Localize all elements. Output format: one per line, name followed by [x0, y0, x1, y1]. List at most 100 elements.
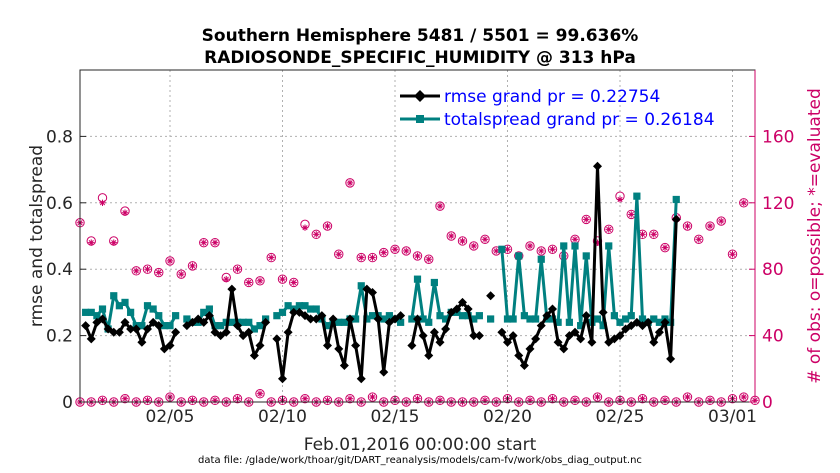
obs-evaluated-marker: [414, 252, 421, 260]
rmse-marker: [536, 321, 546, 331]
obs-evaluated-marker: [99, 397, 106, 404]
totalspread-marker: [380, 315, 388, 323]
rmse-marker: [435, 337, 445, 347]
obs-possible-marker: [649, 229, 659, 240]
obs-evaluated-marker: [121, 395, 129, 402]
totalspread-marker: [363, 315, 371, 323]
rmse-marker: [154, 321, 164, 331]
totalspread-marker: [312, 305, 320, 313]
totalspread-marker: [143, 302, 152, 310]
totalspread-marker: [340, 318, 348, 326]
totalspread-marker: [532, 315, 540, 323]
obs-evaluated-marker: [661, 397, 669, 404]
obs-possible-marker: [637, 393, 648, 404]
totalspread-marker: [273, 312, 281, 320]
totalspread-marker: [357, 282, 365, 290]
rmse-marker: [531, 334, 541, 344]
totalspread-marker: [138, 322, 146, 330]
rmse-marker: [356, 374, 366, 384]
y-tick-label: 0.8: [46, 127, 73, 147]
y2-tick-label: 160: [762, 127, 794, 147]
axes: 02/05 02/10 02/15 02/20 02/25 03/0100.20.40.6…: [46, 69, 794, 427]
rmse-marker: [570, 327, 580, 337]
totalspread-marker: [622, 315, 630, 323]
rmse-marker: [126, 324, 136, 334]
rmse-marker: [221, 327, 231, 337]
totalspread-marker: [503, 315, 512, 323]
rmse-marker: [649, 337, 659, 347]
obs-evaluated-marker: [144, 266, 151, 273]
rmse-marker: [98, 314, 107, 324]
y2-tick-label: 80: [762, 260, 784, 280]
totalspread-marker: [442, 315, 450, 323]
obs-possible-marker: [592, 392, 603, 402]
obs-evaluated-marker: [268, 254, 275, 261]
obs-evaluated-marker: [234, 395, 241, 402]
rmse-marker: [328, 314, 338, 324]
obs-possible-marker: [367, 252, 378, 263]
totalspread-marker: [537, 255, 545, 263]
totalspread-marker: [172, 312, 180, 320]
obs-evaluated-marker: [583, 216, 590, 223]
totalspread-marker: [211, 322, 219, 330]
rmse-marker: [593, 161, 602, 171]
obs-possible-marker: [480, 234, 490, 245]
rmse-marker: [407, 341, 417, 351]
legend: rmse grand pr = 0.22754 totalspread gran…: [400, 87, 715, 130]
grid-lines: [80, 70, 755, 403]
obs-evaluated-marker: [313, 231, 320, 238]
x-tick-label: 02/20: [483, 407, 532, 427]
totalspread-marker: [93, 312, 101, 320]
obs-evaluated-marker: [346, 395, 354, 402]
obs-evaluated-marker: [88, 239, 95, 246]
y2-axis-label: # of obs: o=possible; *=evaluated: [805, 88, 825, 384]
totalspread-marker: [408, 315, 416, 323]
obs-evaluated-marker: [526, 397, 534, 404]
totalspread-marker: [487, 315, 495, 323]
rmse-marker: [379, 367, 389, 377]
obs-evaluated-marker: [155, 269, 162, 276]
obs-possible-marker: [412, 393, 423, 404]
obs-possible-marker: [525, 241, 535, 251]
totalspread-marker: [593, 315, 602, 323]
rmse-marker: [249, 351, 259, 361]
y2-tick-label: 0: [762, 393, 773, 413]
obs-possible-marker: [379, 247, 389, 258]
rmse-marker: [278, 374, 287, 384]
rmse-marker: [553, 337, 563, 347]
obs-possible-marker: [390, 244, 400, 254]
obs-evaluated-marker: [706, 397, 714, 404]
totalspread-marker: [200, 308, 208, 316]
totalspread-marker: [577, 322, 585, 330]
totalspread-marker: [217, 322, 225, 330]
obs-possible-marker: [435, 201, 445, 211]
obs-evaluated-marker: [166, 257, 174, 265]
totalspread-marker: [301, 302, 309, 310]
totalspread-marker: [166, 322, 174, 330]
obs-evaluated-marker: [369, 393, 376, 401]
obs-evaluated-marker: [549, 395, 556, 402]
obs-possible-marker: [682, 221, 693, 231]
rmse-marker: [429, 327, 439, 337]
obs-evaluated-marker: [470, 242, 477, 250]
obs-evaluated-marker: [448, 232, 455, 240]
totalspread-marker: [616, 318, 624, 326]
obs-evaluated-marker: [594, 393, 601, 401]
obs-evaluated-marker: [189, 397, 196, 404]
obs-evaluated-marker: [414, 395, 421, 402]
obs-possible-marker: [682, 392, 693, 402]
totalspread-marker: [548, 315, 557, 323]
y-tick-label: 0.4: [46, 260, 73, 280]
rmse-marker: [131, 324, 141, 334]
obs-evaluated-marker: [403, 247, 410, 255]
y-tick-label: 0.2: [46, 327, 73, 347]
obs-evaluated-marker: [650, 231, 657, 238]
obs-possible-marker: [660, 395, 670, 406]
rmse-marker: [244, 327, 254, 337]
totalspread-marker: [627, 312, 635, 320]
obs-evaluated-marker: [481, 236, 489, 243]
rmse-marker: [323, 341, 332, 351]
obs-possible-marker: [480, 395, 490, 406]
totalspread-marker: [115, 302, 123, 310]
rmse-marker: [137, 337, 147, 347]
